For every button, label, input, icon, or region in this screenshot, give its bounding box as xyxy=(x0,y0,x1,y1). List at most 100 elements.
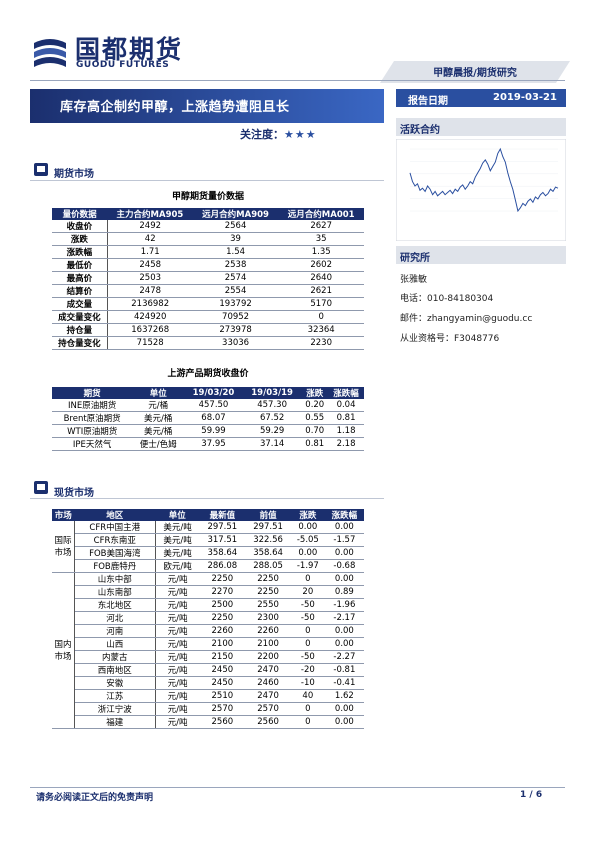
table-cell: 0 xyxy=(290,702,325,716)
table-cell: -5.05 xyxy=(290,533,325,547)
table-cell: 0.81 xyxy=(301,437,329,451)
row-label: 涨跌幅 xyxy=(52,245,108,259)
region-label: 东北地区 xyxy=(74,598,156,612)
table-row: 涨跌 42 39 35 xyxy=(52,232,364,246)
disclaimer-link[interactable]: 请务必阅读正文后的免责声明 xyxy=(36,793,154,803)
table-cell: 286.08 xyxy=(199,559,246,573)
spot-section-title: 现货市场 xyxy=(54,488,94,499)
column-header: 单位 xyxy=(155,509,200,521)
table-cell: 0.00 xyxy=(324,546,364,560)
table-cell: 美元/桶 xyxy=(132,411,185,425)
table-cell: 2260 xyxy=(245,624,291,638)
region-label: 福建 xyxy=(74,715,156,729)
focus-rating: 关注度：★★★ xyxy=(240,126,317,142)
star-rating-icon: ★★★ xyxy=(284,128,317,141)
table-cell: 元/吨 xyxy=(155,689,200,703)
table-cell: 便士/色姆 xyxy=(132,437,185,451)
active-contract-chart xyxy=(396,139,566,241)
market-group-label: 国际市场 xyxy=(52,521,75,573)
futures-section-title: 期货市场 xyxy=(54,169,94,180)
table-cell: 457.50 xyxy=(184,399,243,412)
column-header: 19/03/19 xyxy=(242,387,302,399)
table-cell: 59.99 xyxy=(184,424,243,438)
table-cell: 424920 xyxy=(107,310,193,324)
table-cell: 35 xyxy=(278,232,364,246)
table-cell: 297.51 xyxy=(199,521,246,534)
table-cell: 2200 xyxy=(245,650,291,664)
table-row: 涨跌幅 1.71 1.54 1.35 xyxy=(52,245,364,259)
table-cell: 2560 xyxy=(199,715,246,729)
table-cell: 32364 xyxy=(278,323,364,337)
row-label: WTI原油期货 xyxy=(52,424,133,438)
region-label: 山东中部 xyxy=(74,572,156,586)
table-cell: 元/吨 xyxy=(155,637,200,651)
table-cell: 0.00 xyxy=(324,624,364,638)
price-series-line xyxy=(409,147,559,213)
table-cell: 0.00 xyxy=(324,521,364,534)
table-cell: 元/吨 xyxy=(155,715,200,729)
table-cell: 欧元/吨 xyxy=(155,559,200,573)
table-row: INE原油期货 元/桶 457.50 457.30 0.20 0.04 xyxy=(52,399,364,412)
table-cell: 元/吨 xyxy=(155,585,200,599)
table-cell: 2538 xyxy=(192,258,279,272)
table-cell: 1637268 xyxy=(107,323,193,337)
table-row: 山东南部 元/吨 2270 2250 20 0.89 xyxy=(52,585,364,599)
table-row: 成交量变化 424920 70952 0 xyxy=(52,310,364,324)
region-label: 山西 xyxy=(74,637,156,651)
report-date-bar xyxy=(396,89,566,107)
table-cell: 273978 xyxy=(192,323,279,337)
table-cell: -0.68 xyxy=(324,559,364,573)
table-cell: 2503 xyxy=(107,271,193,285)
table-cell: 元/吨 xyxy=(155,624,200,638)
table-cell: 2300 xyxy=(245,611,291,625)
row-label: 最低价 xyxy=(52,258,108,272)
table-cell: 1.62 xyxy=(324,689,364,703)
table-cell: -1.57 xyxy=(324,533,364,547)
table-row: 持仓量变化 71528 33036 2230 xyxy=(52,336,364,350)
table-cell: 2458 xyxy=(107,258,193,272)
table-cell: 2136982 xyxy=(107,297,193,311)
report-date: 2019-03-21 xyxy=(493,92,557,103)
region-label: CFR东南亚 xyxy=(74,533,156,547)
table-cell: 322.56 xyxy=(245,533,291,547)
table-cell: 2250 xyxy=(245,572,291,586)
footer-divider xyxy=(30,787,565,788)
table-cell: 40 xyxy=(290,689,325,703)
table-cell: 元/吨 xyxy=(155,676,200,690)
analyst-email[interactable]: 邮件：zhangyamin@guodu.cc xyxy=(400,314,533,324)
table-cell: 297.51 xyxy=(245,521,291,534)
table-cell: 2640 xyxy=(278,271,364,285)
table-cell: 2574 xyxy=(192,271,279,285)
table-cell: 68.07 xyxy=(184,411,243,425)
region-label: FOB鹿特丹 xyxy=(74,559,156,573)
table-row: 江苏 元/吨 2510 2470 40 1.62 xyxy=(52,689,364,703)
table-cell: 2.18 xyxy=(328,437,364,451)
table-cell: 美元/吨 xyxy=(155,521,200,534)
table-cell: 70952 xyxy=(192,310,279,324)
table-cell: 0 xyxy=(278,310,364,324)
table-cell: 2260 xyxy=(199,624,246,638)
table-row: 内蒙古 元/吨 2150 2200 -50 -2.27 xyxy=(52,650,364,664)
futures-table: 量价数据 主力合约MA905 远月合约MA909 远月合约MA001 收盘价 2492 2… xyxy=(52,208,364,350)
table-cell: 37.95 xyxy=(184,437,243,451)
spot-section-divider xyxy=(30,498,384,499)
region-label: 内蒙古 xyxy=(74,650,156,664)
focus-label: 关注度： xyxy=(240,128,284,141)
table-cell: 美元/吨 xyxy=(155,533,200,547)
table-row: 河北 元/吨 2250 2300 -50 -2.17 xyxy=(52,611,364,625)
table-cell: 457.30 xyxy=(242,399,302,412)
table-cell: 2470 xyxy=(245,689,291,703)
active-contract-header xyxy=(396,118,566,136)
logo-icon xyxy=(34,39,66,67)
table-cell: 美元/桶 xyxy=(132,424,185,438)
futures-section-divider xyxy=(30,180,384,181)
table-row: 国内市场 山东中部 元/吨 2250 2250 0 0.00 xyxy=(52,572,364,729)
table-cell: 元/吨 xyxy=(155,598,200,612)
table-cell: 2230 xyxy=(278,336,364,350)
table-cell: 42 xyxy=(107,232,193,246)
column-header: 主力合约MA905 xyxy=(107,208,193,220)
table-cell: 2564 xyxy=(192,220,279,233)
table-cell: 元/吨 xyxy=(155,572,200,586)
table-cell: -2.17 xyxy=(324,611,364,625)
row-label: INE原油期货 xyxy=(52,399,133,412)
